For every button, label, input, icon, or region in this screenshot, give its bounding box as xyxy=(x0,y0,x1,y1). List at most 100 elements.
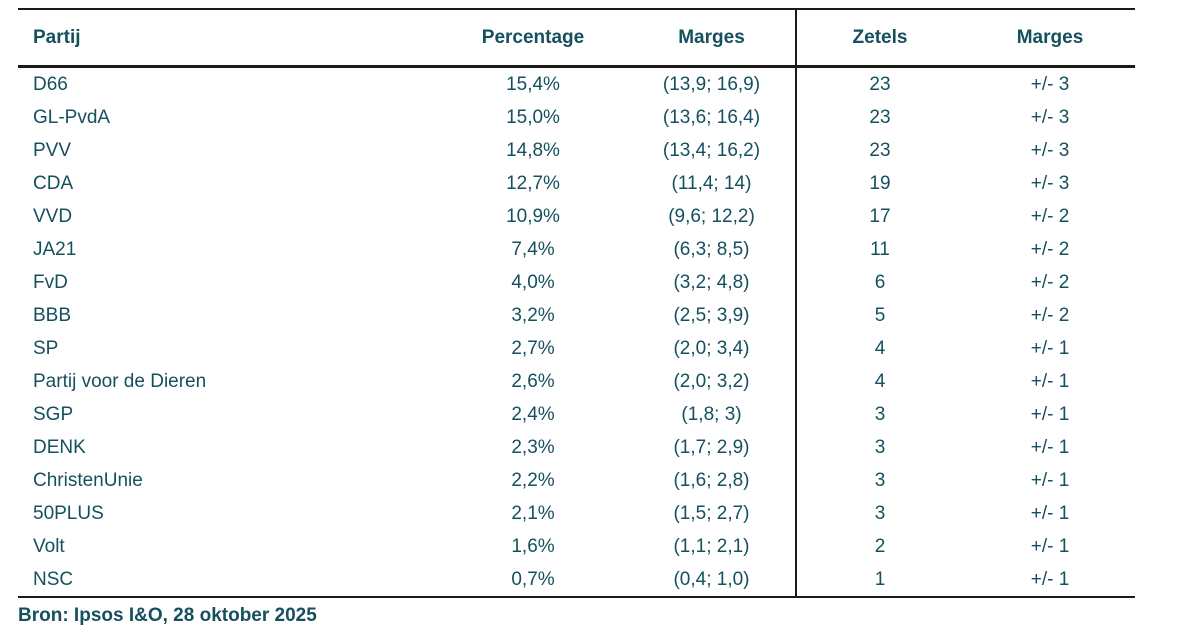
cell-zetels: 3 xyxy=(874,436,886,458)
cell-marges-zetels: +/- 3 xyxy=(1030,139,1070,161)
table-row: CDA 12,7% (11,4; 14) 19 +/- 3 xyxy=(18,167,1135,200)
table-row: Partij voor de Dieren 2,6% (2,0; 3,2) 4 … xyxy=(18,365,1135,398)
column-divider xyxy=(795,10,797,596)
cell-partij: D66 xyxy=(33,73,68,95)
cell-percentage: 2,1% xyxy=(511,502,555,524)
cell-marges-percentage: (13,6; 16,4) xyxy=(662,106,761,128)
cell-zetels: 3 xyxy=(874,403,886,425)
table-row: NSC 0,7% (0,4; 1,0) 1 +/- 1 xyxy=(18,563,1135,596)
col-header-marges-zetels: Marges xyxy=(1016,26,1084,48)
table-row: ChristenUnie 2,2% (1,6; 2,8) 3 +/- 1 xyxy=(18,464,1135,497)
col-header-zetels: Zetels xyxy=(852,26,908,48)
table-row: DENK 2,3% (1,7; 2,9) 3 +/- 1 xyxy=(18,431,1135,464)
cell-percentage: 15,4% xyxy=(506,73,560,95)
cell-percentage: 0,7% xyxy=(511,568,555,590)
cell-percentage: 12,7% xyxy=(506,172,560,194)
table-row: D66 15,4% (13,9; 16,9) 23 +/- 3 xyxy=(18,68,1135,101)
table-row: FvD 4,0% (3,2; 4,8) 6 +/- 2 xyxy=(18,266,1135,299)
cell-zetels: 4 xyxy=(874,370,886,392)
col-header-partij: Partij xyxy=(33,26,81,48)
col-header-percentage: Percentage xyxy=(481,26,585,48)
cell-percentage: 2,6% xyxy=(511,370,555,392)
source-note: Bron: Ipsos I&O, 28 oktober 2025 xyxy=(18,605,317,626)
table-row: GL-PvdA 15,0% (13,6; 16,4) 23 +/- 3 xyxy=(18,101,1135,134)
cell-zetels: 5 xyxy=(874,304,886,326)
cell-marges-zetels: +/- 1 xyxy=(1030,337,1070,359)
cell-marges-zetels: +/- 2 xyxy=(1030,304,1070,326)
cell-zetels: 23 xyxy=(869,106,891,128)
table-body: D66 15,4% (13,9; 16,9) 23 +/- 3 GL-PvdA … xyxy=(18,68,1135,596)
cell-percentage: 3,2% xyxy=(511,304,555,326)
cell-marges-percentage: (13,4; 16,2) xyxy=(662,139,761,161)
cell-partij: ChristenUnie xyxy=(33,469,143,491)
cell-percentage: 10,9% xyxy=(506,205,560,227)
cell-partij: DENK xyxy=(33,436,86,458)
cell-partij: FvD xyxy=(33,271,68,293)
table-header-row: Partij Percentage Marges Zetels Marges xyxy=(18,10,1135,68)
cell-marges-zetels: +/- 2 xyxy=(1030,271,1070,293)
cell-marges-percentage: (13,9; 16,9) xyxy=(662,73,761,95)
table-row: VVD 10,9% (9,6; 12,2) 17 +/- 2 xyxy=(18,200,1135,233)
cell-percentage: 7,4% xyxy=(511,238,555,260)
cell-marges-zetels: +/- 1 xyxy=(1030,436,1070,458)
cell-zetels: 2 xyxy=(874,535,886,557)
cell-partij: 50PLUS xyxy=(33,502,104,524)
cell-partij: PVV xyxy=(33,139,72,161)
cell-marges-zetels: +/- 1 xyxy=(1030,535,1070,557)
cell-marges-percentage: (2,5; 3,9) xyxy=(673,304,750,326)
cell-marges-percentage: (6,3; 8,5) xyxy=(673,238,750,260)
cell-marges-percentage: (2,0; 3,2) xyxy=(673,370,750,392)
cell-percentage: 2,4% xyxy=(511,403,555,425)
cell-marges-zetels: +/- 1 xyxy=(1030,403,1070,425)
cell-marges-zetels: +/- 1 xyxy=(1030,502,1070,524)
cell-zetels: 6 xyxy=(874,271,886,293)
cell-zetels: 3 xyxy=(874,469,886,491)
cell-marges-percentage: (9,6; 12,2) xyxy=(668,205,755,227)
cell-percentage: 2,2% xyxy=(511,469,555,491)
cell-partij: SP xyxy=(33,337,59,359)
table-row: PVV 14,8% (13,4; 16,2) 23 +/- 3 xyxy=(18,134,1135,167)
cell-marges-percentage: (1,7; 2,9) xyxy=(673,436,750,458)
cell-marges-percentage: (3,2; 4,8) xyxy=(673,271,750,293)
cell-partij: Volt xyxy=(33,535,65,557)
table-row: SGP 2,4% (1,8; 3) 3 +/- 1 xyxy=(18,398,1135,431)
cell-marges-zetels: +/- 1 xyxy=(1030,469,1070,491)
cell-marges-zetels: +/- 3 xyxy=(1030,73,1070,95)
cell-marges-percentage: (1,5; 2,7) xyxy=(673,502,750,524)
cell-partij: CDA xyxy=(33,172,74,194)
cell-partij: NSC xyxy=(33,568,74,590)
cell-partij: JA21 xyxy=(33,238,77,260)
cell-partij: BBB xyxy=(33,304,72,326)
table-row: Volt 1,6% (1,1; 2,1) 2 +/- 1 xyxy=(18,530,1135,563)
cell-zetels: 1 xyxy=(874,568,886,590)
cell-marges-percentage: (1,1; 2,1) xyxy=(673,535,750,557)
cell-zetels: 19 xyxy=(869,172,891,194)
cell-percentage: 2,3% xyxy=(511,436,555,458)
cell-marges-zetels: +/- 1 xyxy=(1030,370,1070,392)
cell-marges-zetels: +/- 2 xyxy=(1030,205,1070,227)
cell-marges-percentage: (1,6; 2,8) xyxy=(673,469,750,491)
cell-marges-percentage: (0,4; 1,0) xyxy=(673,568,750,590)
poll-table: Partij Percentage Marges Zetels Marges D… xyxy=(18,8,1135,598)
cell-zetels: 23 xyxy=(869,73,891,95)
cell-partij: SGP xyxy=(33,403,74,425)
cell-percentage: 4,0% xyxy=(511,271,555,293)
cell-partij: VVD xyxy=(33,205,73,227)
cell-percentage: 2,7% xyxy=(511,337,555,359)
table-row: SP 2,7% (2,0; 3,4) 4 +/- 1 xyxy=(18,332,1135,365)
cell-zetels: 17 xyxy=(869,205,891,227)
table-row: BBB 3,2% (2,5; 3,9) 5 +/- 2 xyxy=(18,299,1135,332)
cell-zetels: 23 xyxy=(869,139,891,161)
cell-marges-percentage: (11,4; 14) xyxy=(671,172,752,194)
cell-zetels: 11 xyxy=(870,238,890,260)
cell-percentage: 14,8% xyxy=(506,139,560,161)
cell-marges-percentage: (2,0; 3,4) xyxy=(673,337,750,359)
cell-marges-zetels: +/- 3 xyxy=(1030,106,1070,128)
cell-marges-zetels: +/- 1 xyxy=(1030,568,1070,590)
cell-marges-zetels: +/- 2 xyxy=(1030,238,1070,260)
cell-marges-zetels: +/- 3 xyxy=(1030,172,1070,194)
cell-partij: GL-PvdA xyxy=(33,106,111,128)
table-row: JA21 7,4% (6,3; 8,5) 11 +/- 2 xyxy=(18,233,1135,266)
cell-percentage: 15,0% xyxy=(506,106,560,128)
cell-zetels: 4 xyxy=(874,337,886,359)
